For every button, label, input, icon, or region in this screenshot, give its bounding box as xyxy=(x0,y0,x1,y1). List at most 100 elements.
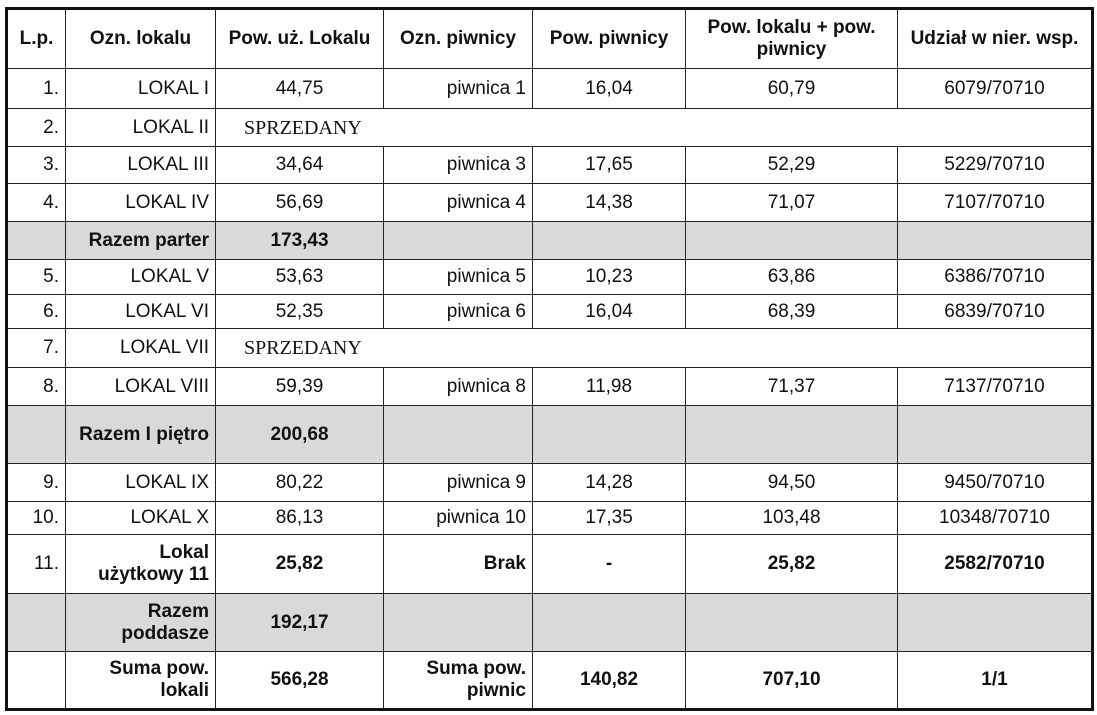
lokal-area: 59,39 xyxy=(215,367,384,406)
lp-cell: 11. xyxy=(6,534,66,594)
piwnica-area: 14,38 xyxy=(532,183,686,222)
sold-status: SPRZEDANY xyxy=(215,328,1093,368)
piwnica-name: piwnica 8 xyxy=(383,367,533,406)
premises-table: L.p. Ozn. lokalu Pow. uż. Lokalu Ozn. piwni… xyxy=(5,7,1094,711)
table-row: 2. LOKAL II SPRZEDANY xyxy=(6,108,1093,147)
empty-cell xyxy=(897,221,1093,260)
piwnica-name: piwnica 10 xyxy=(383,501,533,535)
empty-cell xyxy=(532,221,686,260)
empty-cell xyxy=(383,221,533,260)
piwnica-name: Brak xyxy=(383,534,533,594)
subtotal-value: 173,43 xyxy=(215,221,384,260)
lp-cell: 1. xyxy=(6,68,66,109)
piwnica-name: piwnica 4 xyxy=(383,183,533,222)
lokal-area: 86,13 xyxy=(215,501,384,535)
subtotal-label: Razem I piętro xyxy=(65,405,216,464)
piwnica-name: piwnica 3 xyxy=(383,146,533,184)
lokal-name: LOKAL VII xyxy=(65,328,216,368)
lp-cell: 9. xyxy=(6,463,66,502)
lp-cell: 2. xyxy=(6,108,66,147)
sold-status: SPRZEDANY xyxy=(215,108,1093,147)
subtotal-row: Razem poddasze 192,17 xyxy=(6,593,1093,652)
piwnica-area: 17,35 xyxy=(532,501,686,535)
empty-cell xyxy=(685,405,898,464)
table-row: 9. LOKAL IX 80,22 piwnica 9 14,28 94,50 … xyxy=(6,463,1093,502)
share: 6839/70710 xyxy=(897,294,1093,329)
lp-cell: 5. xyxy=(6,259,66,295)
empty-cell xyxy=(685,221,898,260)
lp-cell: 7. xyxy=(6,328,66,368)
total-area: 63,86 xyxy=(685,259,898,295)
lokal-area: 56,69 xyxy=(215,183,384,222)
lokal-area: 53,63 xyxy=(215,259,384,295)
total-sum-area: 707,10 xyxy=(685,651,898,710)
total-piwnice-area: 140,82 xyxy=(532,651,686,710)
total-area: 71,07 xyxy=(685,183,898,222)
empty-cell xyxy=(897,593,1093,652)
header-pow-suma: Pow. lokalu + pow. piwnicy xyxy=(685,8,898,69)
lp-cell xyxy=(6,221,66,260)
table-row: 3. LOKAL III 34,64 piwnica 3 17,65 52,29… xyxy=(6,146,1093,184)
total-share: 1/1 xyxy=(897,651,1093,710)
lp-cell: 4. xyxy=(6,183,66,222)
header-pow-lokalu: Pow. uż. Lokalu xyxy=(215,8,384,69)
lokal-area: 52,35 xyxy=(215,294,384,329)
subtotal-label: Razem parter xyxy=(65,221,216,260)
subtotal-value: 192,17 xyxy=(215,593,384,652)
lp-cell: 8. xyxy=(6,367,66,406)
piwnica-area: 16,04 xyxy=(532,68,686,109)
lp-cell xyxy=(6,405,66,464)
piwnica-area: 11,98 xyxy=(532,367,686,406)
share: 5229/70710 xyxy=(897,146,1093,184)
share: 9450/70710 xyxy=(897,463,1093,502)
lokal-name: LOKAL V xyxy=(65,259,216,295)
piwnica-area: 16,04 xyxy=(532,294,686,329)
lokal-name: LOKAL IX xyxy=(65,463,216,502)
lp-cell: 6. xyxy=(6,294,66,329)
table-row: 8. LOKAL VIII 59,39 piwnica 8 11,98 71,3… xyxy=(6,367,1093,406)
share: 2582/70710 xyxy=(897,534,1093,594)
header-udzial: Udział w nier. wsp. xyxy=(897,8,1093,69)
total-area: 71,37 xyxy=(685,367,898,406)
piwnica-name: piwnica 5 xyxy=(383,259,533,295)
table-row: 10. LOKAL X 86,13 piwnica 10 17,35 103,4… xyxy=(6,501,1093,535)
empty-cell xyxy=(532,405,686,464)
table-row: 7. LOKAL VII SPRZEDANY xyxy=(6,328,1093,368)
header-ozn-lokalu: Ozn. lokalu xyxy=(65,8,216,69)
empty-cell xyxy=(685,593,898,652)
total-area: 103,48 xyxy=(685,501,898,535)
lokal-area: 80,22 xyxy=(215,463,384,502)
header-pow-piwnicy: Pow. piwnicy xyxy=(532,8,686,69)
total-lokale-label: Suma pow. lokali xyxy=(65,651,216,710)
share: 10348/70710 xyxy=(897,501,1093,535)
lokal-area: 25,82 xyxy=(215,534,384,594)
piwnica-area: 14,28 xyxy=(532,463,686,502)
subtotal-value: 200,68 xyxy=(215,405,384,464)
subtotal-row: Razem parter 173,43 xyxy=(6,221,1093,260)
lp-cell xyxy=(6,651,66,710)
piwnica-area: 10,23 xyxy=(532,259,686,295)
total-piwnice-label: Suma pow. piwnic xyxy=(383,651,533,710)
table-row: 4. LOKAL IV 56,69 piwnica 4 14,38 71,07 … xyxy=(6,183,1093,222)
share: 6079/70710 xyxy=(897,68,1093,109)
share: 7107/70710 xyxy=(897,183,1093,222)
empty-cell xyxy=(383,593,533,652)
table-row: 6. LOKAL VI 52,35 piwnica 6 16,04 68,39 … xyxy=(6,294,1093,329)
table-row: 1. LOKAL I 44,75 piwnica 1 16,04 60,79 6… xyxy=(6,68,1093,109)
share: 7137/70710 xyxy=(897,367,1093,406)
subtotal-label: Razem poddasze xyxy=(65,593,216,652)
piwnica-name: piwnica 9 xyxy=(383,463,533,502)
total-area: 25,82 xyxy=(685,534,898,594)
header-row: L.p. Ozn. lokalu Pow. uż. Lokalu Ozn. piwni… xyxy=(6,8,1093,69)
table-row: 5. LOKAL V 53,63 piwnica 5 10,23 63,86 6… xyxy=(6,259,1093,295)
lokal-name: LOKAL VIII xyxy=(65,367,216,406)
share: 6386/70710 xyxy=(897,259,1093,295)
lokal-name: LOKAL X xyxy=(65,501,216,535)
piwnica-name: piwnica 6 xyxy=(383,294,533,329)
total-area: 94,50 xyxy=(685,463,898,502)
lokal-name: Lokal użytkowy 11 xyxy=(65,534,216,594)
header-lp: L.p. xyxy=(6,8,66,69)
lp-cell: 3. xyxy=(6,146,66,184)
lokal-name: LOKAL IV xyxy=(65,183,216,222)
lokal-name: LOKAL I xyxy=(65,68,216,109)
